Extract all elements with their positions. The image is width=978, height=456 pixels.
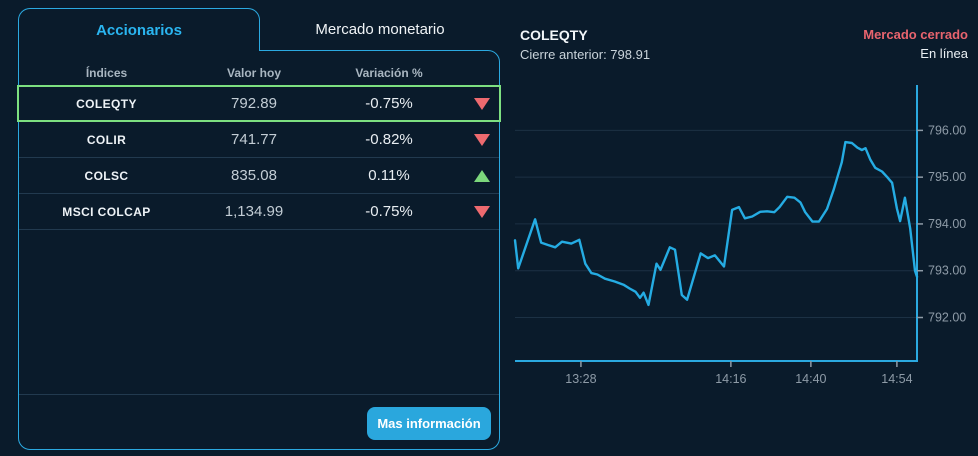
tab-mercado-monetario[interactable]: Mercado monetario bbox=[260, 8, 500, 50]
index-value: 835.08 bbox=[231, 167, 277, 184]
y-axis-label: 792.00 bbox=[928, 310, 966, 324]
y-axis-label: 793.00 bbox=[928, 264, 966, 278]
previous-close-label: Cierre anterior: 798.91 bbox=[520, 47, 651, 62]
indices-panel: Índices Valor hoy Variación % COLEQTY 79… bbox=[17, 50, 501, 450]
row-3-arrow bbox=[473, 205, 490, 218]
indices-widget: Accionarios Mercado monetario Índices Va… bbox=[17, 8, 501, 450]
header-valor-hoy: Valor hoy bbox=[226, 65, 282, 80]
x-axis-label: 14:40 bbox=[795, 372, 826, 385]
more-info-button[interactable]: Mas información bbox=[367, 407, 491, 440]
index-name: MSCI COLCAP bbox=[62, 204, 151, 219]
connection-status: En línea bbox=[920, 46, 968, 61]
table-row[interactable]: COLSC 835.08 0.11% bbox=[19, 158, 499, 194]
index-name: COLSC bbox=[84, 168, 129, 183]
chart-header: COLEQTY Cierre anterior: 798.91 Mercado … bbox=[520, 27, 968, 62]
x-axis-label: 13:28 bbox=[565, 372, 596, 385]
row-2-arrow bbox=[473, 169, 490, 182]
price-line bbox=[513, 140, 919, 307]
table-row[interactable]: COLIR 741.77 -0.82% bbox=[19, 122, 499, 158]
tab-accionarios-label: Accionarios bbox=[96, 21, 182, 39]
price-chart: 796.00 795.00 794.00 793.00 792.00 13:28 14:16… bbox=[513, 85, 966, 385]
chart-axes bbox=[515, 85, 918, 362]
table-header-row: Índices Valor hoy Variación % bbox=[19, 51, 499, 85]
x-axis-label: 14:54 bbox=[881, 372, 912, 385]
index-name: COLEQTY bbox=[76, 96, 137, 111]
row-0-arrow bbox=[473, 97, 490, 110]
y-axis-label: 795.00 bbox=[928, 170, 966, 184]
market-status-badge: Mercado cerrado bbox=[863, 27, 968, 42]
index-change: -0.82% bbox=[365, 131, 413, 148]
index-value: 1,134.99 bbox=[224, 203, 284, 220]
index-value: 741.77 bbox=[231, 131, 277, 148]
y-axis-label: 796.00 bbox=[928, 123, 966, 137]
chart-title: COLEQTY bbox=[520, 27, 588, 43]
tab-mercado-monetario-label: Mercado monetario bbox=[315, 20, 445, 38]
index-change: 0.11% bbox=[368, 167, 410, 184]
x-axis-label: 14:16 bbox=[715, 372, 746, 385]
header-indices: Índices bbox=[85, 65, 128, 80]
index-value: 792.89 bbox=[231, 95, 277, 112]
index-change: -0.75% bbox=[365, 95, 413, 112]
row-1-arrow bbox=[473, 133, 490, 146]
table-row[interactable]: COLEQTY 792.89 -0.75% bbox=[17, 85, 501, 122]
index-name: COLIR bbox=[86, 132, 127, 147]
y-axis-label: 794.00 bbox=[928, 217, 966, 231]
footer-divider bbox=[19, 394, 499, 395]
table-row[interactable]: MSCI COLCAP 1,134.99 -0.75% bbox=[19, 194, 499, 230]
tab-accionarios[interactable]: Accionarios bbox=[18, 8, 260, 51]
index-change: -0.75% bbox=[365, 203, 413, 220]
header-variacion: Variación % bbox=[355, 65, 423, 80]
